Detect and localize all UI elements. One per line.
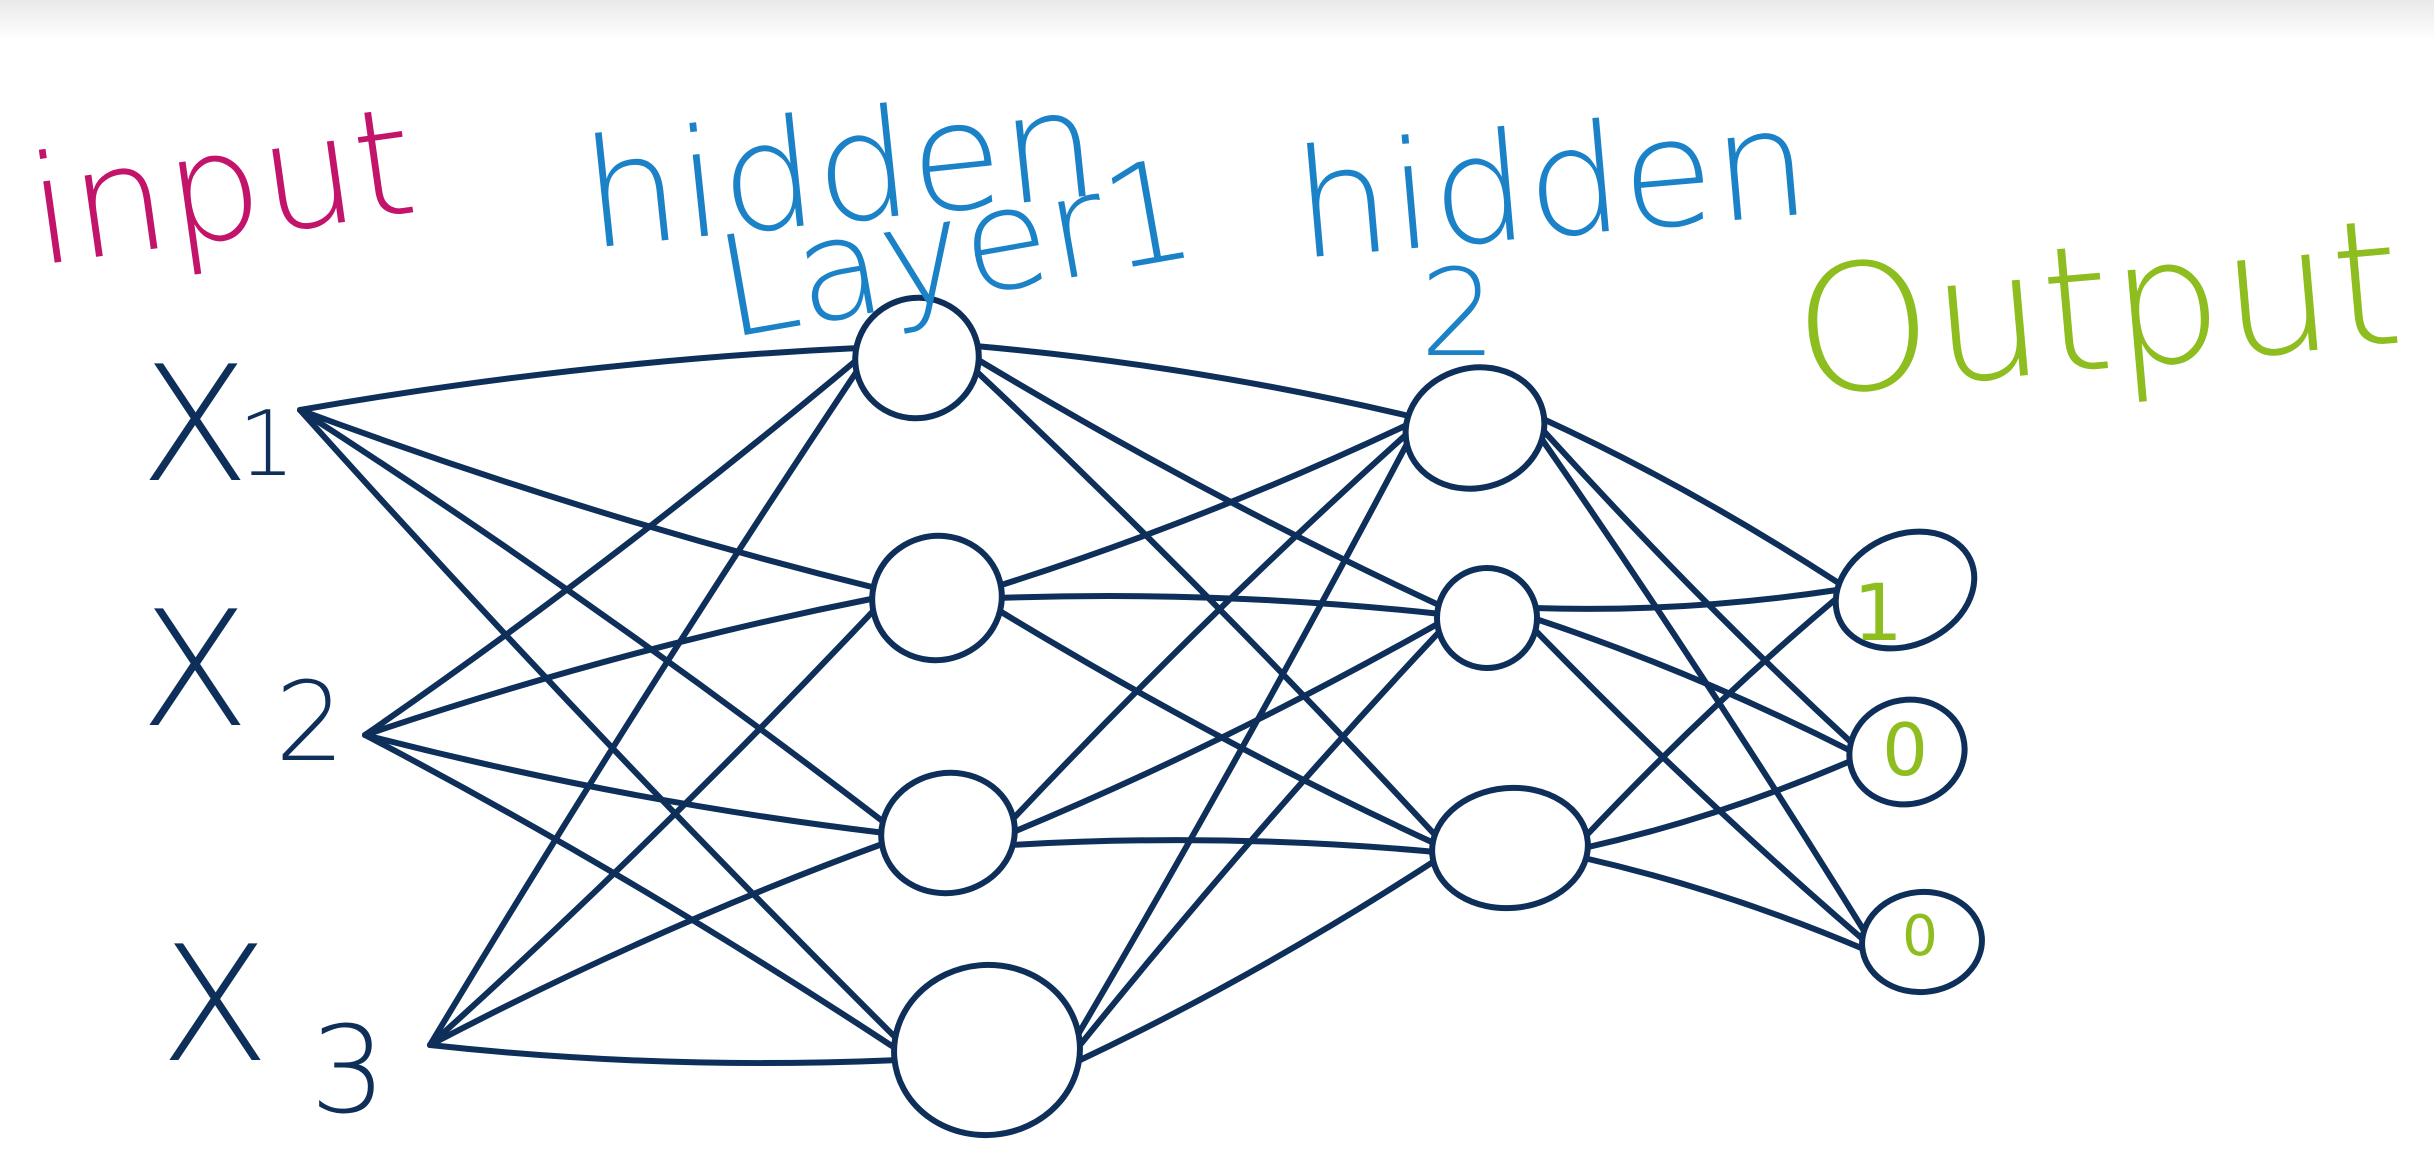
- output-layer-node-2: [1846, 696, 1968, 808]
- connection-line-8: [362, 732, 901, 1053]
- hidden-layer2-node-2: [1434, 565, 1540, 671]
- connection-line-4: [297, 407, 901, 1043]
- connection-line-12: [427, 1042, 901, 1067]
- connection-line-16: [995, 421, 1412, 589]
- connection-line-20: [1008, 619, 1444, 836]
- connection-line-19: [1008, 429, 1412, 824]
- connection-line-26: [1538, 425, 1856, 747]
- connection-line-11: [427, 840, 888, 1048]
- output-values: 1 0 0: [1853, 569, 1938, 969]
- connection-line-32: [1581, 757, 1856, 851]
- connections: [297, 343, 1869, 1067]
- connection-line-33: [1581, 855, 1869, 953]
- connection-line-27: [1538, 435, 1869, 937]
- connection-line-6: [362, 595, 879, 738]
- output-layer-label: Output: [1786, 182, 2409, 437]
- output-layer-node-3: [1859, 888, 1985, 996]
- output-layer-node-1: [1832, 528, 1978, 652]
- input-x2-subscript: 2: [275, 658, 345, 786]
- connection-line-24: [1073, 857, 1439, 1065]
- hidden-layer1-node-1: [852, 294, 982, 422]
- input-variables: X 1 X 2 X 3: [140, 331, 386, 1141]
- connection-line-25: [1538, 415, 1840, 585]
- hidden-layer1-node-2: [869, 532, 1005, 664]
- connection-line-17: [995, 593, 1444, 617]
- hidden-layer2-title-line1: hidden: [1288, 76, 1816, 294]
- top-shade: [0, 0, 2434, 40]
- connection-line-31: [1581, 595, 1840, 841]
- output-value-3: 0: [1902, 904, 1938, 969]
- connection-line-13: [972, 343, 1412, 419]
- connection-line-5: [362, 355, 862, 738]
- hidden-layer2-title-line2: 2: [1420, 245, 1496, 384]
- connection-line-7: [362, 732, 888, 836]
- connection-line-1: [297, 345, 862, 413]
- connection-line-28: [1530, 587, 1840, 612]
- hidden-layer1-node-3: [878, 769, 1018, 897]
- input-x1-letter: X: [140, 331, 250, 518]
- hidden-layer2-node-1: [1402, 364, 1548, 492]
- input-x2-letter: X: [140, 576, 250, 763]
- output-value-2: 0: [1882, 708, 1928, 792]
- connection-line-30: [1530, 625, 1869, 945]
- neurons: [852, 294, 1985, 1139]
- connection-line-2: [297, 407, 879, 591]
- connection-line-22: [1073, 437, 1412, 1041]
- hidden-layer1-node-4: [891, 961, 1083, 1139]
- hidden-layer2-node-3: [1429, 784, 1591, 912]
- connection-line-21: [1008, 837, 1439, 855]
- connection-line-29: [1530, 615, 1856, 755]
- input-layer-label: input: [19, 75, 425, 301]
- connection-line-3: [297, 407, 888, 826]
- connection-line-23: [1073, 627, 1444, 1053]
- connection-line-18: [995, 607, 1439, 847]
- connection-line-10: [427, 605, 879, 1048]
- connection-line-9: [427, 365, 862, 1048]
- connection-line-14: [972, 355, 1444, 609]
- input-x3-letter: X: [160, 911, 270, 1098]
- input-x3-subscript: 3: [310, 1002, 386, 1141]
- input-x1-subscript: 1: [238, 392, 295, 497]
- connection-line-15: [972, 367, 1439, 839]
- output-value-1: 1: [1853, 569, 1903, 659]
